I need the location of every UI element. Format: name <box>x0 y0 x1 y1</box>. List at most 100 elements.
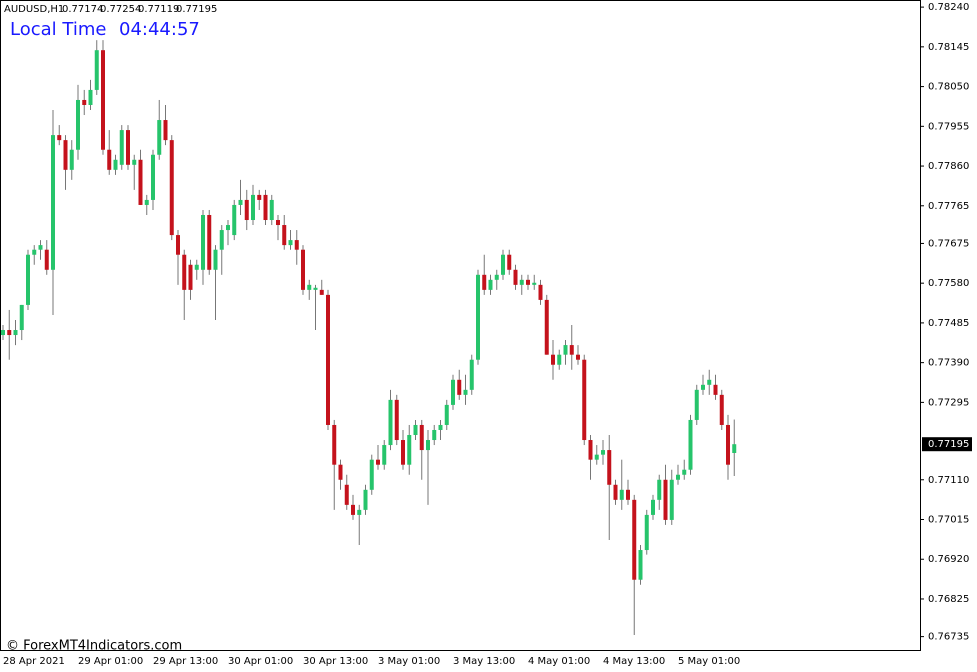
candle-body <box>44 249 49 270</box>
candle-body <box>19 304 24 331</box>
y-tick-label: 0.76825 <box>928 594 969 605</box>
candle-body <box>294 240 299 250</box>
candle-body <box>669 479 674 520</box>
candle-body <box>519 279 524 285</box>
candle-body <box>407 435 412 465</box>
header-low: 0.77119 <box>138 4 179 15</box>
candle-body <box>251 194 255 221</box>
candle-body <box>551 354 555 365</box>
candle-body <box>682 469 687 475</box>
x-tick-label: 29 Apr 01:00 <box>78 656 143 667</box>
candle-body <box>163 120 168 141</box>
candle-body <box>419 424 424 451</box>
candle-body <box>157 120 162 155</box>
y-tick-label: 0.77765 <box>928 201 969 212</box>
y-tick-label: 0.77295 <box>928 397 969 408</box>
candle-body <box>413 424 418 436</box>
y-tick-label: 0.77675 <box>928 238 969 249</box>
candle-body <box>176 235 180 255</box>
candle-body <box>544 299 549 355</box>
candle-body <box>488 279 493 290</box>
candle-body <box>538 284 543 300</box>
candle-body <box>382 445 387 465</box>
candle-body <box>113 159 118 170</box>
y-tick-label: 0.77860 <box>928 161 969 172</box>
candle-body <box>232 204 237 236</box>
candle-body <box>576 354 580 360</box>
candle-body <box>613 484 618 500</box>
candle-body <box>388 399 393 446</box>
y-tick-label: 0.78240 <box>928 2 969 13</box>
candle-body <box>663 479 668 520</box>
candle-body <box>244 199 249 221</box>
candle-body <box>401 440 405 465</box>
candle-body <box>582 359 587 441</box>
candle-body <box>144 199 149 205</box>
header-open: 0.77174 <box>62 4 103 15</box>
candle-body <box>151 154 155 200</box>
price-tag <box>922 437 972 452</box>
candle-body <box>532 282 537 285</box>
candle-body <box>726 424 730 465</box>
candle-body <box>7 330 12 336</box>
candle-body <box>444 404 449 425</box>
candle-body <box>526 279 530 285</box>
x-tick-label: 3 May 13:00 <box>453 656 515 667</box>
x-tick-label: 30 Apr 01:00 <box>228 656 293 667</box>
candle-body <box>594 454 599 460</box>
candle-body <box>501 254 505 275</box>
candle-body <box>601 450 605 455</box>
candle-body <box>376 459 380 465</box>
candle-body <box>469 359 474 390</box>
candle-body <box>657 479 662 500</box>
candle-body <box>607 450 612 485</box>
candle-body <box>132 159 137 165</box>
candle-body <box>638 550 643 580</box>
candle-body <box>138 159 143 205</box>
y-tick-label: 0.77390 <box>928 358 969 369</box>
x-tick-label: 3 May 01:00 <box>378 656 440 667</box>
candle-body <box>32 249 37 255</box>
candle-body <box>588 440 593 460</box>
y-tick-label: 0.76920 <box>928 554 969 565</box>
candle-body <box>38 245 43 250</box>
candle-body <box>713 384 718 395</box>
candle-body <box>282 225 287 246</box>
x-tick-label: 29 Apr 13:00 <box>153 656 218 667</box>
candle-body <box>238 199 243 205</box>
x-tick-label: 4 May 01:00 <box>528 656 590 667</box>
candle-body <box>432 429 437 441</box>
local-time-label: Local Time <box>10 19 106 40</box>
candle-body <box>288 240 293 246</box>
candle-body <box>626 489 630 500</box>
candle-body <box>126 130 130 165</box>
candle-body <box>619 489 624 500</box>
price-tag-label: 0.77195 <box>928 439 969 450</box>
candle-body <box>557 354 562 365</box>
candle-body <box>651 499 655 515</box>
candle-body <box>213 249 218 270</box>
local-time-value: 04:44:57 <box>119 19 200 40</box>
candle-body <box>369 459 374 490</box>
candle-body <box>301 249 305 290</box>
candle-body <box>69 149 74 170</box>
candle-body <box>644 514 649 551</box>
y-tick-label: 0.77955 <box>928 121 969 132</box>
y-tick-label: 0.77580 <box>928 278 969 289</box>
candle-body <box>476 274 480 360</box>
header-high: 0.77254 <box>100 4 141 15</box>
y-tick-label: 0.77110 <box>928 475 969 486</box>
candle-body <box>76 99 80 150</box>
candle-body <box>219 230 224 250</box>
candle-body <box>451 379 455 405</box>
x-tick-label: 5 May 01:00 <box>678 656 740 667</box>
candle-body <box>313 287 318 290</box>
candle-body <box>507 254 512 270</box>
candle-body <box>182 254 187 290</box>
candle-body <box>226 225 230 231</box>
candle-body <box>719 394 724 425</box>
candle-body <box>438 424 443 430</box>
x-tick-label: 28 Apr 2021 <box>3 656 65 667</box>
candle-body <box>463 389 468 395</box>
candle-body <box>101 50 105 150</box>
